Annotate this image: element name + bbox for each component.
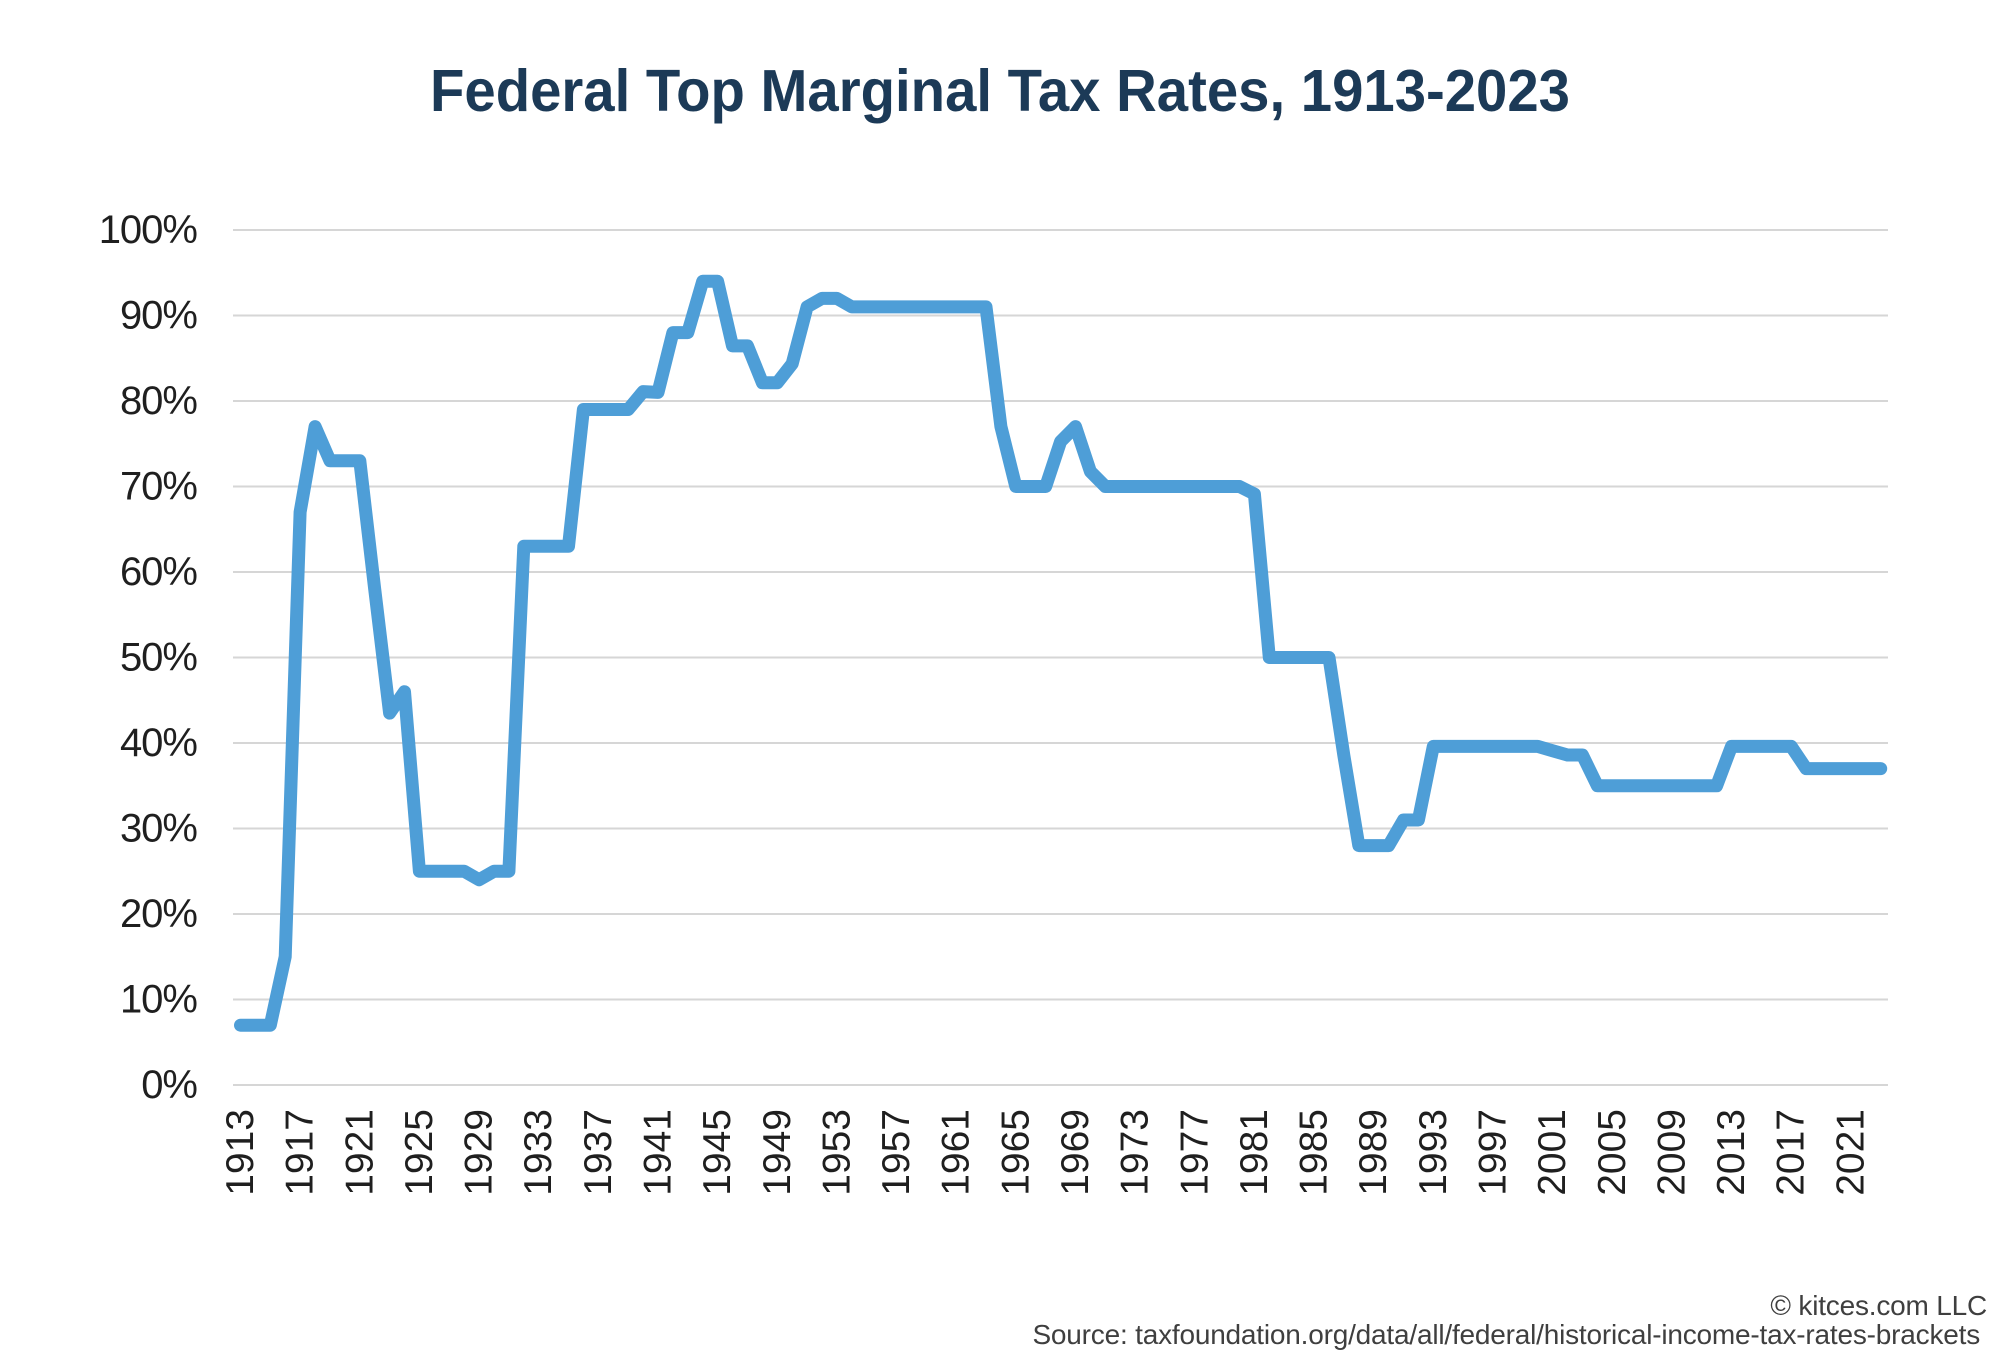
svg-text:0%: 0% bbox=[141, 1063, 197, 1107]
svg-text:2001: 2001 bbox=[1531, 1109, 1574, 1196]
svg-text:1997: 1997 bbox=[1472, 1109, 1515, 1196]
svg-text:1973: 1973 bbox=[1114, 1109, 1157, 1196]
svg-text:70%: 70% bbox=[120, 465, 197, 509]
svg-text:80%: 80% bbox=[120, 379, 197, 423]
svg-text:1941: 1941 bbox=[637, 1109, 680, 1196]
svg-text:2021: 2021 bbox=[1829, 1109, 1872, 1196]
svg-text:50%: 50% bbox=[120, 636, 197, 680]
svg-text:Source: taxfoundation.org/data: Source: taxfoundation.org/data/all/feder… bbox=[1032, 1319, 1980, 1350]
svg-text:Federal Top Marginal Tax Rates: Federal Top Marginal Tax Rates, 1913-202… bbox=[430, 58, 1570, 124]
svg-text:1993: 1993 bbox=[1412, 1109, 1455, 1196]
svg-text:© kitces.com LLC: © kitces.com LLC bbox=[1770, 1290, 1987, 1321]
svg-text:30%: 30% bbox=[120, 807, 197, 851]
svg-text:1961: 1961 bbox=[935, 1109, 978, 1196]
svg-text:1957: 1957 bbox=[875, 1109, 918, 1196]
svg-text:1965: 1965 bbox=[994, 1109, 1037, 1196]
svg-text:90%: 90% bbox=[120, 294, 197, 338]
svg-text:2005: 2005 bbox=[1591, 1109, 1634, 1196]
svg-text:100%: 100% bbox=[99, 208, 198, 252]
svg-text:1953: 1953 bbox=[815, 1109, 858, 1196]
svg-text:2013: 2013 bbox=[1710, 1109, 1753, 1196]
svg-text:1949: 1949 bbox=[756, 1109, 799, 1196]
svg-text:1945: 1945 bbox=[696, 1109, 739, 1196]
svg-text:20%: 20% bbox=[120, 892, 197, 936]
svg-text:1977: 1977 bbox=[1173, 1109, 1216, 1196]
svg-text:1981: 1981 bbox=[1233, 1109, 1276, 1196]
svg-text:1913: 1913 bbox=[219, 1109, 262, 1196]
svg-text:2009: 2009 bbox=[1650, 1109, 1693, 1196]
svg-text:1969: 1969 bbox=[1054, 1109, 1097, 1196]
svg-text:1917: 1917 bbox=[279, 1109, 322, 1196]
svg-text:1925: 1925 bbox=[398, 1109, 441, 1196]
svg-text:1989: 1989 bbox=[1352, 1109, 1395, 1196]
svg-text:1933: 1933 bbox=[517, 1109, 560, 1196]
svg-text:1929: 1929 bbox=[458, 1109, 501, 1196]
svg-text:1937: 1937 bbox=[577, 1109, 620, 1196]
svg-text:2017: 2017 bbox=[1770, 1109, 1813, 1196]
svg-text:60%: 60% bbox=[120, 550, 197, 594]
svg-text:40%: 40% bbox=[120, 721, 197, 765]
svg-text:10%: 10% bbox=[120, 978, 197, 1022]
svg-text:1921: 1921 bbox=[338, 1109, 381, 1196]
svg-text:1985: 1985 bbox=[1293, 1109, 1336, 1196]
